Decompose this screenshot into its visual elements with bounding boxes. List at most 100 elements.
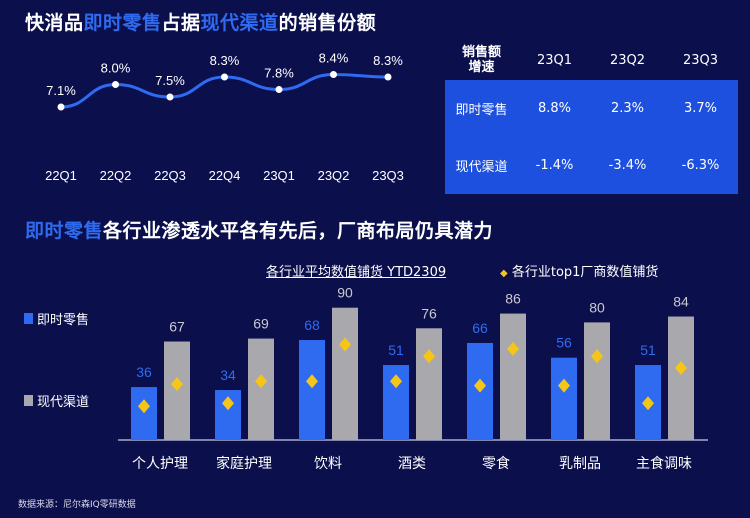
source-note: 数据来源：尼尔森IQ零研数据 xyxy=(18,500,136,510)
bar-modern-channel xyxy=(248,338,274,440)
top1-diamond-marker xyxy=(255,374,267,389)
bar-modern-channel xyxy=(332,307,358,440)
data-label: 7.8% xyxy=(264,66,294,81)
legend-label: 各行业top1厂商数值铺货 xyxy=(511,265,659,280)
title-part: 的销售份额 xyxy=(278,12,377,34)
data-label: 8.0% xyxy=(101,61,131,76)
data-label: 36 xyxy=(136,364,152,380)
data-point xyxy=(275,86,283,93)
data-label: 51 xyxy=(640,342,656,358)
data-label: 66 xyxy=(472,320,488,336)
data-label: 90 xyxy=(337,285,353,301)
table-header: 销售额 增速 23Q1 23Q2 23Q3 xyxy=(445,40,738,80)
data-label: 51 xyxy=(388,342,404,358)
data-label: 56 xyxy=(556,335,572,351)
data-label: 8.3% xyxy=(373,53,403,68)
data-point xyxy=(112,81,119,88)
cell: -1.4% xyxy=(535,158,574,173)
top1-diamond-marker xyxy=(474,378,486,393)
data-label: 80 xyxy=(589,299,605,315)
bar-instant-retail xyxy=(467,342,493,440)
bar-modern-channel xyxy=(500,313,526,440)
legend-label: 即时零售 xyxy=(37,313,90,328)
data-label: 67 xyxy=(169,319,185,335)
title-part: 占据 xyxy=(161,12,201,34)
legend-swatch xyxy=(24,395,33,406)
data-label: 8.4% xyxy=(319,51,349,66)
bar-instant-retail xyxy=(299,340,325,440)
bar-instant-retail xyxy=(551,357,577,440)
row-label: 现代渠道 xyxy=(455,160,508,175)
x-tick-label: 酒类 xyxy=(398,456,426,472)
top1-diamond-marker xyxy=(339,337,351,352)
data-point xyxy=(166,93,174,101)
table-row: 现代渠道 -1.4% -3.4% -6.3% xyxy=(445,137,738,194)
x-tick-label: 家庭护理 xyxy=(216,455,272,472)
bar-modern-channel xyxy=(668,316,694,440)
data-label: 69 xyxy=(253,316,269,332)
x-tick-label: 23Q3 xyxy=(372,168,404,183)
data-point xyxy=(330,71,337,78)
header-cell: 23Q3 xyxy=(682,52,719,68)
bar-chart-title: 各行业平均数值铺货 YTD2309 xyxy=(266,265,447,280)
title-part: 快消品 xyxy=(25,12,84,34)
bar-section-title: 即时零售各行业渗透水平各有先后，厂商布局仍具潜力 xyxy=(25,216,493,243)
x-tick-label: 乳制品 xyxy=(559,456,601,472)
line-chart-title: 快消品即时零售占据现代渠道的销售份额 xyxy=(25,8,376,35)
legend-modern: 现代渠道 xyxy=(24,391,89,410)
data-label: 86 xyxy=(505,291,521,307)
x-tick-label: 22Q4 xyxy=(209,168,241,183)
top1-diamond-marker xyxy=(642,396,654,411)
diamond-icon: ◆ xyxy=(500,268,508,279)
legend-label: 现代渠道 xyxy=(37,395,90,410)
data-label: 34 xyxy=(220,367,236,383)
bar-modern-channel xyxy=(416,328,442,440)
table-row: 即时零售 8.8% 2.3% 3.7% xyxy=(445,80,738,137)
data-label: 7.1% xyxy=(46,83,76,98)
growth-table: 销售额 增速 23Q1 23Q2 23Q3 即时零售 8.8% 2.3% 3.7… xyxy=(445,40,738,195)
top1-diamond-marker xyxy=(675,360,687,375)
cell: 8.8% xyxy=(537,101,572,116)
line-chart: 7.1% 22Q1 8.0% 22Q2 7.5% 22Q3 8.3% 22Q4 7.8% 23Q1… xyxy=(45,51,404,184)
cell: 2.3% xyxy=(610,101,645,116)
title-highlight: 即时零售 xyxy=(25,220,104,242)
title-highlight: 即时零售 xyxy=(83,12,162,34)
data-label: 84 xyxy=(673,294,689,310)
top1-diamond-marker xyxy=(222,396,234,411)
data-point xyxy=(384,73,392,81)
data-point xyxy=(221,73,228,81)
bar-instant-retail xyxy=(383,365,409,440)
top1-diamond-marker xyxy=(558,378,570,393)
data-label: 76 xyxy=(421,305,437,321)
bar-modern-channel xyxy=(584,322,610,440)
top1-diamond-marker xyxy=(507,341,519,356)
bar-modern-channel xyxy=(164,341,190,440)
data-label: 7.5% xyxy=(155,73,185,88)
data-label: 68 xyxy=(304,317,320,333)
header-cell: 销售额 增速 xyxy=(461,45,501,75)
x-tick-label: 23Q1 xyxy=(263,168,295,183)
header-cell: 23Q2 xyxy=(609,52,646,68)
header-cell: 23Q1 xyxy=(536,52,573,68)
cell: -3.4% xyxy=(608,158,647,173)
x-tick-label: 22Q1 xyxy=(45,168,77,183)
bar-instant-retail xyxy=(215,390,241,440)
cell: -6.3% xyxy=(681,158,720,173)
title-highlight: 现代渠道 xyxy=(200,12,279,34)
data-label: 8.3% xyxy=(210,53,240,68)
x-tick-label: 22Q3 xyxy=(154,168,186,183)
top1-diamond-marker xyxy=(138,399,150,414)
bar-instant-retail xyxy=(635,365,661,440)
legend-instant: 即时零售 xyxy=(24,309,89,328)
x-tick-label: 主食调味 xyxy=(636,455,692,472)
legend-swatch xyxy=(24,313,33,324)
top1-diamond-marker xyxy=(390,374,402,389)
row-label: 即时零售 xyxy=(455,103,508,118)
bar-instant-retail xyxy=(131,387,157,440)
top1-diamond-marker xyxy=(306,374,318,389)
x-tick-label: 个人护理 xyxy=(132,456,188,472)
x-tick-label: 饮料 xyxy=(314,456,342,472)
top1-diamond-marker xyxy=(171,377,183,392)
title-part: 各行业渗透水平各有先后，厂商布局仍具潜力 xyxy=(103,220,494,242)
data-point xyxy=(57,103,65,111)
